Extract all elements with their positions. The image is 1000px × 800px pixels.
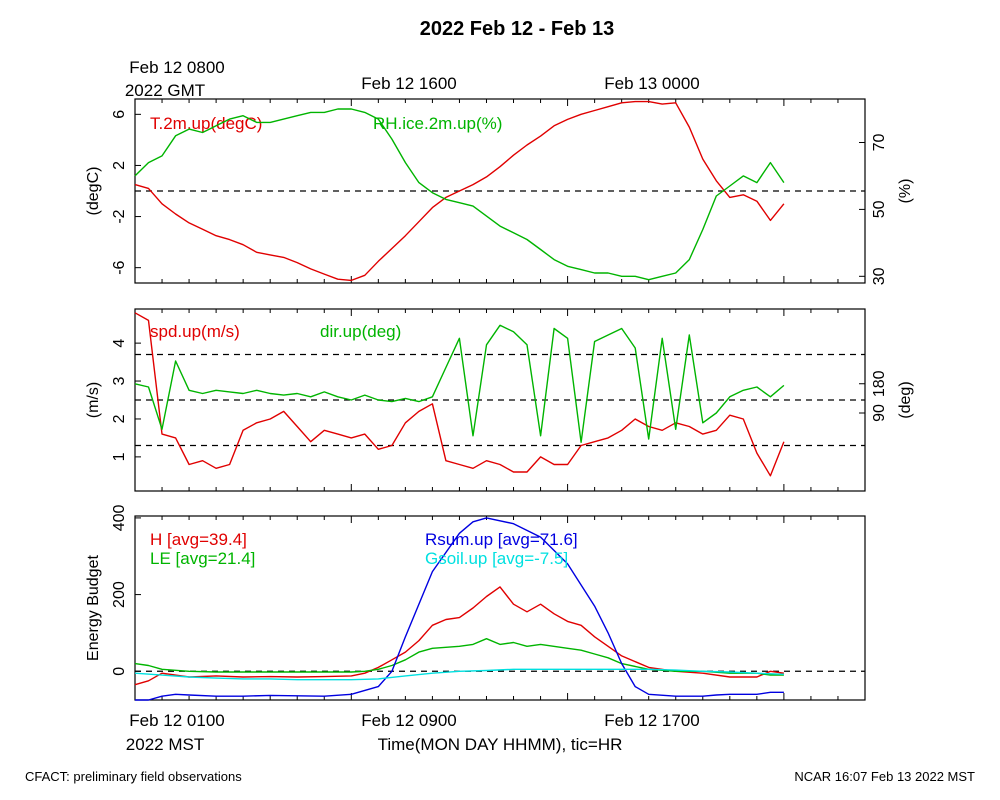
y-axis-label: (degC)	[85, 167, 102, 216]
legend-label: H [avg=39.4]	[150, 530, 247, 549]
footer-right: NCAR 16:07 Feb 13 2022 MST	[794, 769, 975, 784]
y-tick-label: 3	[111, 376, 128, 385]
bottom-tick-label-3: Feb 12 1700	[604, 711, 699, 730]
series-line-dir	[134, 324, 785, 443]
panel-frame	[134, 515, 866, 701]
y-tick-label: 200	[111, 581, 128, 608]
panel-wind: 1 2 3 4 (m/s) 90 180 (deg) spd.up(m/s) dir.up(deg…	[85, 308, 914, 492]
series-line-le	[134, 638, 784, 676]
series-line-rsum	[135, 517, 784, 701]
bottom-tick-sublabel-1: 2022 MST	[126, 735, 204, 754]
y-tick-label: 1	[111, 452, 128, 461]
y-axis-label: (m/s)	[85, 382, 102, 418]
top-tick-label-1: Feb 12 0800	[129, 58, 224, 77]
footer-left: CFACT: preliminary field observations	[25, 769, 242, 784]
panel-energy-budget: 0 200 400 Energy Budget H [avg=39.4]LE [avg=…	[85, 504, 866, 701]
y-tick-label: -2	[111, 209, 128, 223]
legend-label: RH.ice.2m.up(%)	[373, 114, 502, 133]
y-tick-label: 2	[111, 414, 128, 423]
x-axis-label: Time(MON DAY HHMM), tic=HR	[378, 735, 623, 754]
series-line-t	[134, 100, 785, 282]
legend-label: T.2m.up(degC)	[150, 114, 262, 133]
y-tick-label: -6	[111, 260, 128, 274]
y2-axis-label: (%)	[897, 179, 914, 204]
legend-label: spd.up(m/s)	[150, 322, 240, 341]
y2-tick-label: 70	[871, 133, 888, 151]
series-line-gsoil	[134, 668, 784, 681]
y-tick-label: 2	[111, 161, 128, 170]
y2-tick-label: 90	[871, 404, 888, 422]
y-axis-label: Energy Budget	[85, 555, 102, 661]
y2-tick-label: 30	[871, 267, 888, 285]
y-tick-label: 400	[111, 504, 128, 531]
legend-label: Rsum.up [avg=71.6]	[425, 530, 578, 549]
top-tick-label-3: Feb 13 0000	[604, 74, 699, 93]
panel-temperature-humidity: -6 -2 2 6 (degC) 30 50 70 (%) T.2m.up(degC) RH.ice…	[85, 98, 914, 285]
y-tick-label: 4	[111, 339, 128, 348]
y-tick-label: 6	[111, 110, 128, 119]
top-tick-label-2: Feb 12 1600	[361, 74, 456, 93]
top-tick-sublabel-1: 2022 GMT	[125, 81, 205, 100]
y2-axis-label: (deg)	[897, 381, 914, 418]
legend-label: Gsoil.up [avg=-7.5]	[425, 549, 568, 568]
legend-label: LE [avg=21.4]	[150, 549, 255, 568]
chart-title: 2022 Feb 12 - Feb 13	[420, 18, 615, 40]
series-line-spd	[134, 312, 785, 477]
legend-label: dir.up(deg)	[320, 322, 401, 341]
y2-tick-label: 180	[871, 370, 888, 397]
series-line-rh	[134, 108, 785, 281]
bottom-tick-label-1: Feb 12 0100	[129, 711, 224, 730]
y2-tick-label: 50	[871, 200, 888, 218]
series-line-h	[134, 586, 784, 686]
bottom-tick-label-2: Feb 12 0900	[361, 711, 456, 730]
y-tick-label: 0	[111, 667, 128, 676]
